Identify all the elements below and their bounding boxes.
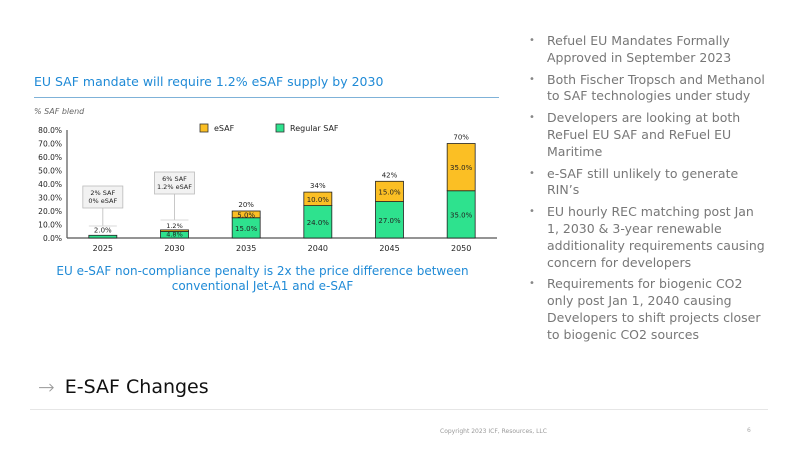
bullet-item: • e-SAF still unlikely to generate RIN’s (528, 166, 768, 200)
data-label-regular-saf: 35.0% (450, 211, 473, 219)
bar-regular-saf (446, 190, 476, 239)
data-label-regular-saf: 15.0% (235, 225, 258, 233)
data-label-regular-saf: 2.0% (94, 226, 112, 234)
arrow-right-icon: → (38, 375, 55, 399)
data-label-total: 20% (238, 201, 254, 209)
x-tick-label: 2040 (308, 244, 328, 253)
y-tick-label: 40.0% (38, 180, 62, 189)
x-tick-label: 2030 (164, 244, 184, 253)
bullet-text: Both Fischer Tropsch and Methanol to SAF… (547, 71, 765, 104)
bullet-text: Refuel EU Mandates Formally Approved in … (547, 33, 732, 65)
section-title-text: E-SAF Changes (64, 376, 209, 398)
legend-label: eSAF (214, 124, 235, 133)
title-divider (34, 97, 499, 98)
bar-esaf (231, 210, 261, 219)
bullet-item: • Both Fischer Tropsch and Methanol to SA… (528, 72, 768, 106)
bullet-text: e-SAF still unlikely to generate RIN’s (547, 165, 739, 198)
x-tick-label: 2025 (93, 244, 113, 253)
data-label-regular-saf: 24.0% (307, 219, 330, 227)
data-label-total: 42% (382, 171, 398, 179)
data-label-esaf: 35.0% (450, 164, 473, 172)
page-number: 6 (747, 427, 751, 434)
copyright-text: Copyright 2023 ICF, Resources, LLC (440, 428, 547, 435)
x-tick-label: 2045 (379, 244, 399, 253)
annotation-box (82, 185, 124, 209)
legend-label: Regular SAF (290, 124, 339, 133)
bar-esaf (303, 191, 333, 207)
y-tick-label: 30.0% (38, 194, 62, 203)
bullet-icon: • (529, 112, 535, 124)
bar-regular-saf (88, 234, 118, 239)
data-label-regular-saf: 27.0% (378, 217, 401, 225)
annotation-box (154, 171, 195, 195)
annotation-text: 6% SAF (162, 175, 187, 183)
y-tick-label: 50.0% (38, 167, 62, 176)
section-title: → E-SAF Changes (38, 375, 209, 399)
bullet-item: • Requirements for biogenic CO2 only post… (528, 276, 768, 343)
bullet-item: • EU hourly REC matching post Jan 1, 2030… (528, 204, 768, 271)
bullet-icon: • (529, 167, 535, 179)
chart-title: EU SAF mandate will require 1.2% eSAF su… (34, 74, 384, 89)
bullet-text: Requirements for biogenic CO2 only post … (547, 276, 761, 342)
data-label-esaf: 10.0% (307, 196, 330, 204)
bullet-icon: • (529, 206, 535, 218)
y-tick-label: 80.0% (38, 126, 62, 135)
bar-regular-saf (303, 205, 333, 239)
data-label-esaf: 15.0% (378, 188, 401, 196)
bullet-text: Developers are looking at both ReFuel EU… (547, 110, 741, 159)
y-tick-label: 70.0% (38, 140, 62, 149)
x-tick-label: 2035 (236, 244, 256, 253)
data-label-total: 70% (453, 134, 469, 142)
y-tick-label: 60.0% (38, 153, 62, 162)
annotation-text: 2% SAF (90, 189, 115, 197)
x-tick-label: 2050 (451, 244, 471, 253)
bullet-icon: • (529, 278, 535, 290)
bullet-list: • Refuel EU Mandates Formally Approved in… (528, 33, 768, 349)
bar-esaf (160, 229, 189, 232)
data-label-total: 34% (310, 182, 326, 190)
legend-swatch (275, 123, 285, 133)
data-label-esaf: 1.2% (166, 222, 183, 230)
y-tick-label: 0.0% (43, 234, 62, 243)
annotation-text: 1.2% eSAF (157, 183, 192, 191)
bullet-icon: • (529, 73, 535, 85)
y-tick-label: 10.0% (38, 221, 62, 230)
data-label-regular-saf: 4.8% (166, 231, 183, 239)
bar-esaf (446, 143, 476, 192)
bar-esaf (375, 180, 404, 202)
legend-swatch (199, 123, 209, 133)
chart-caption: EU e-SAF non-compliance penalty is 2x th… (56, 264, 469, 293)
bullet-item: • Developers are looking at both ReFuel E… (528, 110, 768, 160)
y-tick-label: 20.0% (38, 207, 62, 216)
bar-regular-saf (375, 201, 404, 239)
bullet-item: • Refuel EU Mandates Formally Approved in… (528, 33, 768, 67)
bullet-icon: • (529, 35, 535, 46)
annotation-text: 0% eSAF (88, 197, 117, 205)
y-axis-label: % SAF blend (34, 107, 85, 116)
data-label-esaf: 5.0% (237, 211, 255, 219)
footer-divider (30, 409, 768, 410)
bullet-text: EU hourly REC matching post Jan 1, 2030 … (547, 204, 765, 270)
